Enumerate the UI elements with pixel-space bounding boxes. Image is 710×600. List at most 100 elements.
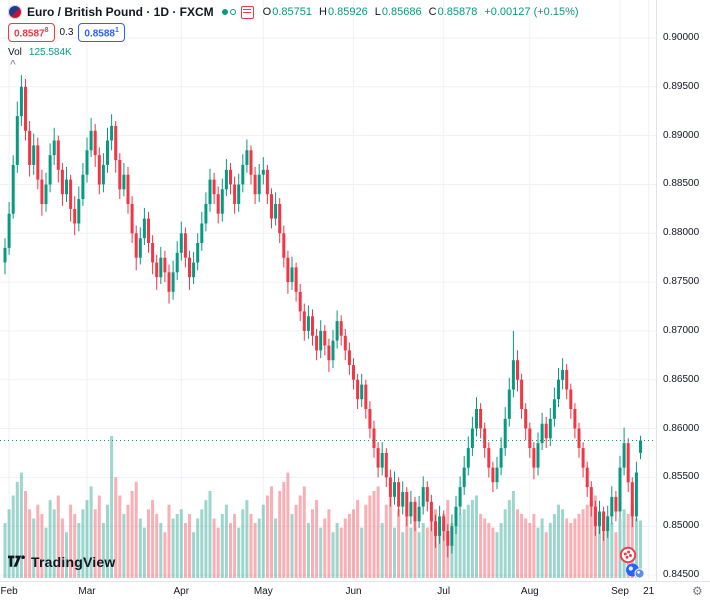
volume-bar[interactable]	[89, 486, 93, 578]
candle[interactable]	[516, 350, 519, 392]
blue-sticker-icon[interactable]	[625, 562, 645, 585]
buy-ask-button[interactable]: 0.85881	[78, 23, 125, 43]
candle[interactable]	[446, 524, 450, 558]
candle[interactable]	[69, 174, 73, 222]
candle[interactable]	[413, 496, 417, 532]
volume-bar[interactable]	[216, 527, 220, 578]
candle[interactable]	[511, 330, 515, 398]
candle[interactable]	[101, 153, 105, 193]
volume-bar[interactable]	[606, 527, 610, 578]
candle[interactable]	[343, 329, 347, 361]
candle[interactable]	[536, 432, 540, 476]
volume-bar[interactable]	[462, 509, 466, 578]
candle[interactable]	[360, 373, 364, 408]
candle[interactable]	[421, 476, 425, 515]
candle[interactable]	[552, 387, 556, 427]
candle[interactable]	[188, 250, 191, 290]
volume-bar[interactable]	[188, 513, 191, 578]
volume-bar[interactable]	[69, 504, 73, 578]
volume-bar[interactable]	[376, 486, 380, 578]
gear-icon[interactable]: ⚙	[692, 584, 703, 598]
candle[interactable]	[118, 153, 122, 200]
volume-bar[interactable]	[204, 500, 208, 578]
candle[interactable]	[495, 456, 499, 490]
volume-bar[interactable]	[352, 509, 355, 578]
candle[interactable]	[507, 377, 511, 427]
candle[interactable]	[126, 166, 130, 214]
candle[interactable]	[52, 127, 56, 165]
volume-bar[interactable]	[421, 523, 425, 578]
volume-bar[interactable]	[581, 509, 585, 578]
volume-bar[interactable]	[56, 495, 60, 579]
volume-bar[interactable]	[130, 491, 134, 578]
candle[interactable]	[630, 477, 634, 528]
candle[interactable]	[85, 137, 89, 183]
candle[interactable]	[339, 315, 343, 346]
volume-bar[interactable]	[32, 518, 36, 579]
volume-bar[interactable]	[183, 523, 187, 578]
volume-bar[interactable]	[151, 500, 155, 578]
volume-bar[interactable]	[81, 509, 85, 578]
volume-bar[interactable]	[65, 532, 68, 578]
volume-bar[interactable]	[315, 500, 319, 578]
candle[interactable]	[417, 495, 421, 529]
candle[interactable]	[15, 101, 19, 173]
candle[interactable]	[606, 505, 610, 538]
candle[interactable]	[442, 510, 446, 541]
volume-bar[interactable]	[585, 504, 589, 578]
volume-bar[interactable]	[487, 523, 491, 578]
volume-bar[interactable]	[286, 472, 290, 578]
volume-bar[interactable]	[614, 532, 618, 578]
volume-bar[interactable]	[598, 523, 601, 578]
volume-bar[interactable]	[470, 500, 474, 578]
volume-bar[interactable]	[298, 495, 302, 579]
candle[interactable]	[167, 264, 171, 304]
candle[interactable]	[356, 373, 360, 409]
candle[interactable]	[142, 207, 146, 245]
candle[interactable]	[561, 358, 565, 390]
volume-bar[interactable]	[60, 518, 64, 579]
candle[interactable]	[364, 379, 368, 419]
volume-bar[interactable]	[290, 513, 294, 578]
volume-bar[interactable]	[524, 518, 528, 579]
candlestick-plot[interactable]	[0, 0, 656, 580]
volume-bar[interactable]	[106, 504, 109, 578]
candle[interactable]	[589, 481, 593, 517]
candle[interactable]	[134, 225, 138, 271]
volume-bar[interactable]	[380, 523, 384, 578]
volume-bar[interactable]	[622, 509, 626, 578]
candle[interactable]	[93, 123, 97, 167]
candle[interactable]	[544, 416, 548, 449]
candle[interactable]	[499, 437, 503, 476]
candle[interactable]	[282, 225, 286, 268]
volume-bar[interactable]	[499, 523, 503, 578]
candle[interactable]	[548, 408, 552, 447]
volume-bar[interactable]	[483, 518, 487, 579]
candle[interactable]	[598, 500, 601, 534]
candle[interactable]	[302, 303, 306, 341]
volume-bar[interactable]	[516, 509, 519, 578]
candle[interactable]	[298, 284, 302, 322]
volume-bar[interactable]	[429, 518, 433, 579]
sell-bid-button[interactable]: 0.85878	[8, 23, 55, 43]
volume-bar[interactable]	[265, 495, 269, 579]
candle[interactable]	[376, 442, 380, 478]
candle[interactable]	[196, 233, 200, 271]
volume-bar[interactable]	[634, 518, 638, 579]
volume-bar[interactable]	[438, 527, 442, 578]
candle[interactable]	[487, 442, 491, 478]
volume-bar[interactable]	[577, 513, 581, 578]
volume-bar[interactable]	[405, 504, 409, 578]
volume-bar[interactable]	[134, 481, 138, 578]
candle[interactable]	[60, 163, 64, 206]
volume-bar[interactable]	[294, 504, 298, 578]
candle[interactable]	[622, 427, 626, 476]
candle[interactable]	[479, 403, 483, 439]
volume-bar[interactable]	[97, 495, 101, 579]
volume-bar[interactable]	[491, 527, 495, 578]
candle[interactable]	[3, 238, 7, 275]
volume-bar[interactable]	[356, 500, 360, 578]
candle[interactable]	[520, 373, 524, 419]
candle[interactable]	[434, 514, 437, 548]
volume-bar[interactable]	[40, 513, 44, 578]
